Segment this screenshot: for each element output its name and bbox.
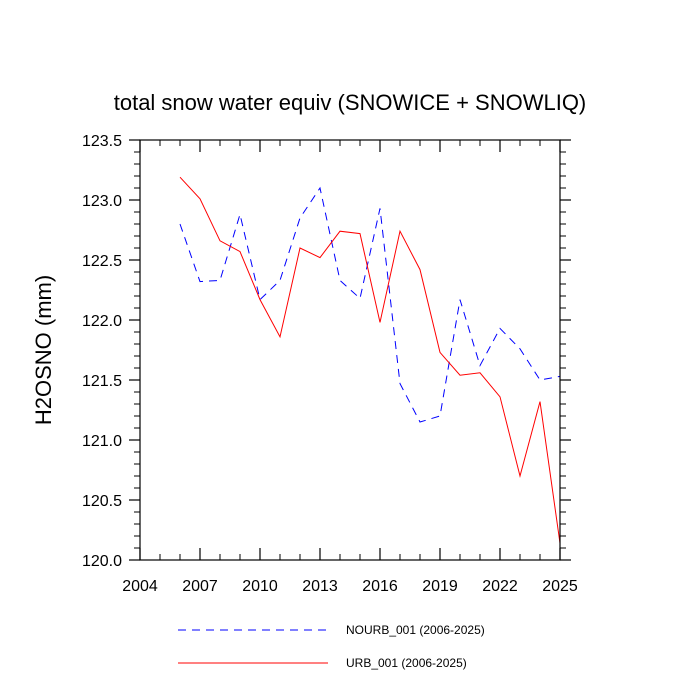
y-tick-label: 123.0 (82, 193, 122, 210)
y-tick-label: 122.5 (82, 253, 122, 270)
y-tick-label: 121.0 (82, 433, 122, 450)
y-tick-label: 120.5 (82, 493, 122, 510)
axis-ticks (129, 139, 571, 561)
y-axis-label: H2OSNO (mm) (31, 275, 56, 425)
x-tick-label: 2004 (122, 578, 158, 595)
x-tick-label: 2013 (302, 578, 338, 595)
tick-labels: 2004 2007 2010 2013 2016 2019 2022 2025 120.0 120… (82, 133, 578, 595)
x-tick-label: 2025 (542, 578, 578, 595)
legend-label-nourb: NOURB_001 (2006-2025) (346, 623, 485, 637)
series-lines (179, 176, 561, 544)
x-tick-label: 2007 (182, 578, 218, 595)
legend-label-urb: URB_001 (2006-2025) (346, 656, 467, 670)
series-line-nourb (179, 186, 561, 423)
y-tick-label: 122.0 (82, 313, 122, 330)
plot-frame (139, 139, 561, 561)
y-tick-label: 121.5 (82, 373, 122, 390)
y-tick-label: 120.0 (82, 553, 122, 570)
legend: NOURB_001 (2006-2025) URB_001 (2006-2025… (178, 623, 485, 670)
x-tick-label: 2010 (242, 578, 278, 595)
x-tick-label: 2016 (362, 578, 398, 595)
chart-title: total snow water equiv (SNOWICE + SNOWLI… (114, 90, 587, 115)
x-tick-label: 2019 (422, 578, 458, 595)
y-tick-label: 123.5 (82, 133, 122, 150)
series-line-urb (179, 176, 561, 544)
x-tick-label: 2022 (482, 578, 518, 595)
